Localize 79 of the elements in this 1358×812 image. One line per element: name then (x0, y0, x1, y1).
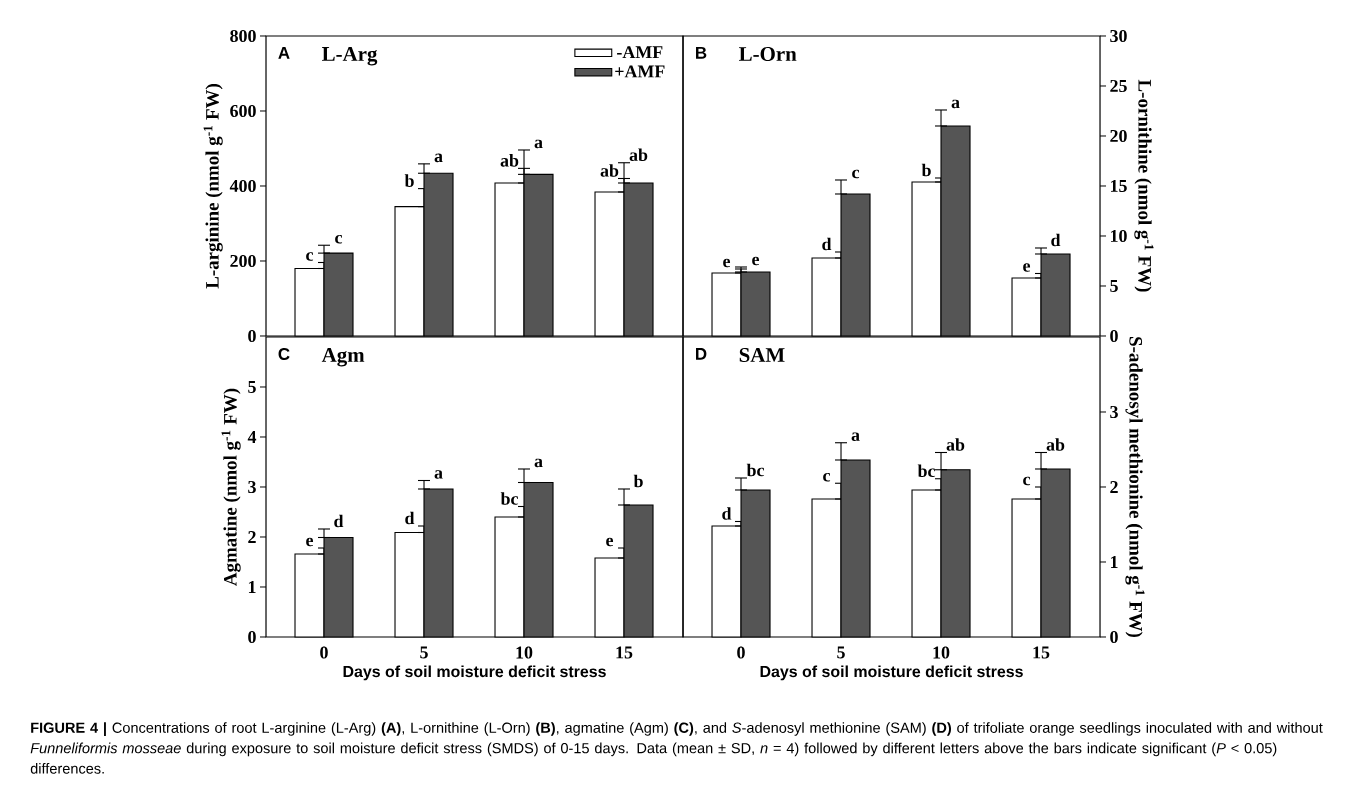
annotation: d (334, 514, 344, 528)
annotation: ab (629, 148, 648, 162)
x-tick-label: 10 (516, 646, 533, 659)
x-axis-title: Days of soil moisture deficit stress (760, 665, 1023, 681)
annotation: b (921, 163, 931, 177)
annotation: c (852, 169, 860, 179)
annotation: d (405, 511, 415, 525)
y-tick-label: 0 (248, 630, 256, 644)
y-tick-label: 20 (1110, 129, 1127, 143)
annotation: A (278, 47, 290, 59)
annotation: e (723, 258, 731, 268)
x-tick-label: 0 (737, 646, 745, 659)
x-tick-label: 15 (616, 646, 633, 659)
chart-title: SAM (739, 348, 785, 363)
x-tick-label: 5 (837, 646, 845, 659)
annotation: e (606, 537, 614, 547)
annotation: ab (946, 438, 965, 451)
x-tick-label: 10 (933, 646, 950, 659)
y-tick-label: 4 (247, 431, 257, 443)
x-tick-label: 5 (420, 646, 428, 659)
y-tick-label: 0 (1110, 329, 1118, 343)
y-tick-label: 800 (230, 29, 256, 43)
y-tick-label: 600 (230, 104, 256, 118)
annotation: c (335, 234, 343, 244)
y-tick-label: 200 (230, 254, 256, 268)
x-tick-label: 0 (320, 646, 328, 659)
annotation: e (306, 537, 314, 547)
annotation: a (951, 99, 960, 109)
annotation: ab (1046, 438, 1065, 451)
y-tick-label: 10 (1110, 229, 1127, 243)
annotation: d (722, 507, 732, 520)
annotation: b (404, 174, 414, 187)
annotation: a (434, 470, 443, 479)
y-tick-label: 0 (1110, 630, 1118, 644)
chart-title: L-Orn (739, 47, 797, 62)
annotation: e (752, 256, 760, 266)
annotation: a (434, 153, 443, 163)
y-tick-label: 3 (248, 480, 256, 494)
annotation: a (851, 432, 860, 442)
annotation: C (278, 348, 290, 361)
y-tick-label: 1 (1110, 556, 1118, 568)
annotation: d (1051, 233, 1061, 247)
y-tick-label: 30 (1110, 29, 1127, 43)
x-axis-title: Days of soil moisture deficit stress (343, 665, 606, 681)
y-tick-label: 0 (248, 329, 256, 343)
y-tick-label: 15 (1110, 179, 1127, 192)
annotation: d (822, 237, 832, 251)
legend-label: +AMF (615, 65, 665, 78)
text: FIGURE 4 | Concentrations of root L-arginine (L-Arg) (A), L-ornithine (L-Orn) (B), agmatine (Agm) (C), and S-adenosyl methionine (SAM) (D) of trifoliate orange seedlings inoculated with and without Funneliformis mosseae during exposure to soil moisture deficit stress (SMDS) of 0-15 days. Data (mean ± SD, n = 4) followed by different letters above the bars indicate significant (P < 0.05) differences. (30, 722, 1323, 774)
y-tick-label: 5 (248, 381, 256, 393)
annotation: D (696, 348, 707, 360)
annotation: c (823, 472, 831, 482)
annotation: ab (600, 164, 619, 177)
y-tick-label: 25 (1110, 79, 1127, 93)
annotation: e (1023, 263, 1031, 272)
y-tick-label: 3 (1110, 405, 1118, 419)
chart-title: L-Arg (322, 47, 378, 66)
annotation: a (534, 139, 543, 149)
annotation: ab (500, 154, 519, 167)
y-axis-title: Agmatine (nmol g$^{-1}$ FW) (221, 388, 241, 586)
x-tick-label: 15 (1033, 646, 1050, 659)
y-axis-title: L-ornithine (nmol g$^{-1}$ FW) (1134, 79, 1154, 292)
y-tick-label: 5 (1110, 280, 1118, 292)
annotation: b (633, 474, 643, 488)
y-tick-label: 2 (1110, 481, 1118, 493)
y-tick-label: 2 (248, 531, 256, 543)
y-axis-title: L-arginine (nmol g$^{-1}$ FW) (203, 84, 223, 289)
annotation: bc (746, 463, 765, 477)
y-tick-label: 1 (248, 581, 256, 593)
annotation: c (1023, 476, 1031, 486)
chart-title: Agm (321, 348, 365, 367)
legend-label: -AMF (617, 46, 663, 59)
y-axis-title: S-adenosyl methionine (nmol g$^{-1}$ FW) (1125, 337, 1145, 638)
annotation: c (306, 252, 314, 261)
y-tick-label: 400 (229, 179, 256, 193)
annotation: bc (500, 492, 519, 505)
annotation: a (534, 458, 543, 468)
annotation: bc (917, 464, 936, 478)
annotation: B (696, 47, 707, 59)
